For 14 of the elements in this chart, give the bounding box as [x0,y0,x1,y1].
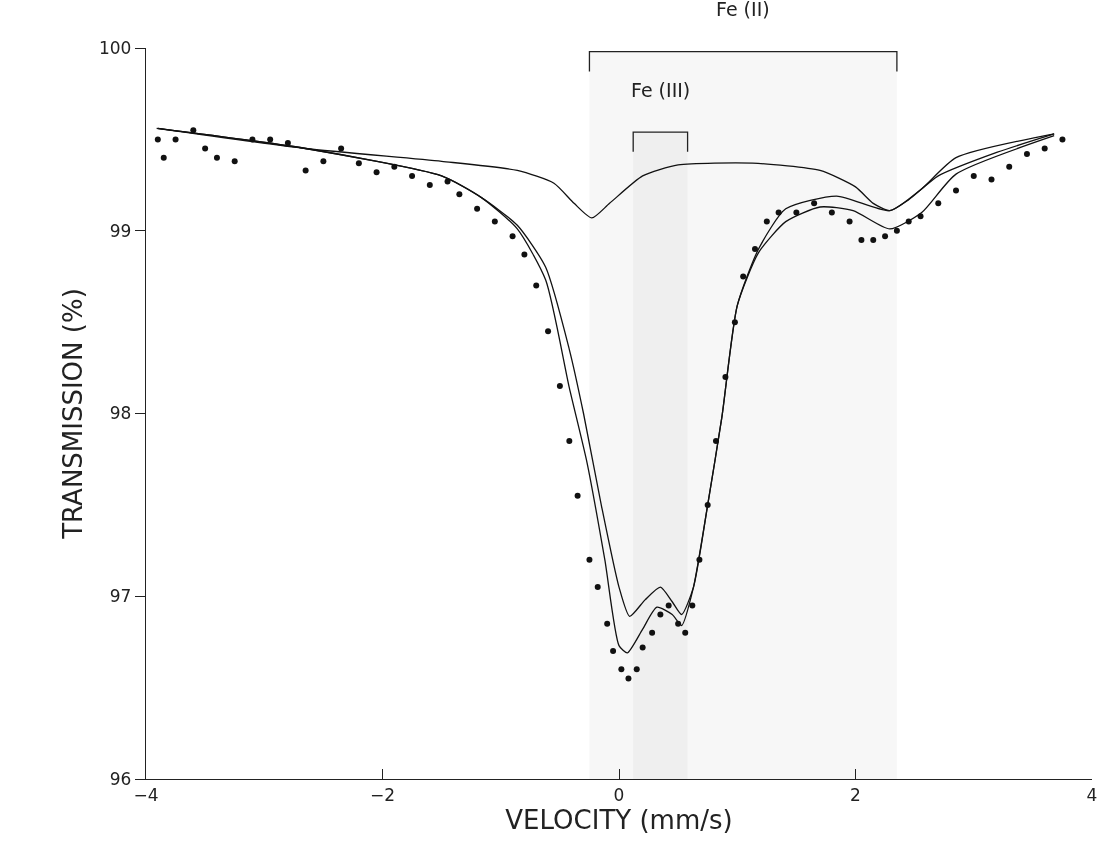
y-tick-label: 100 [99,37,132,58]
band-label: Fe (III) [631,79,691,101]
band-label: Fe (II) [716,0,770,20]
y-tick-label: 99 [109,220,132,241]
y-tick-label: 97 [109,586,132,607]
y-axis-title: TRANSMISSION (%) [58,288,89,540]
y-tick-label: 96 [109,768,132,789]
x-tick-label: −2 [369,784,396,805]
x-tick-label: 0 [613,784,625,805]
y-tick-label: 98 [109,403,132,424]
x-tick-label: 2 [850,784,861,805]
x-tick-label: −4 [133,784,159,805]
x-tick-label: 4 [1086,784,1098,805]
x-axis-title: VELOCITY (mm/s) [505,804,733,835]
